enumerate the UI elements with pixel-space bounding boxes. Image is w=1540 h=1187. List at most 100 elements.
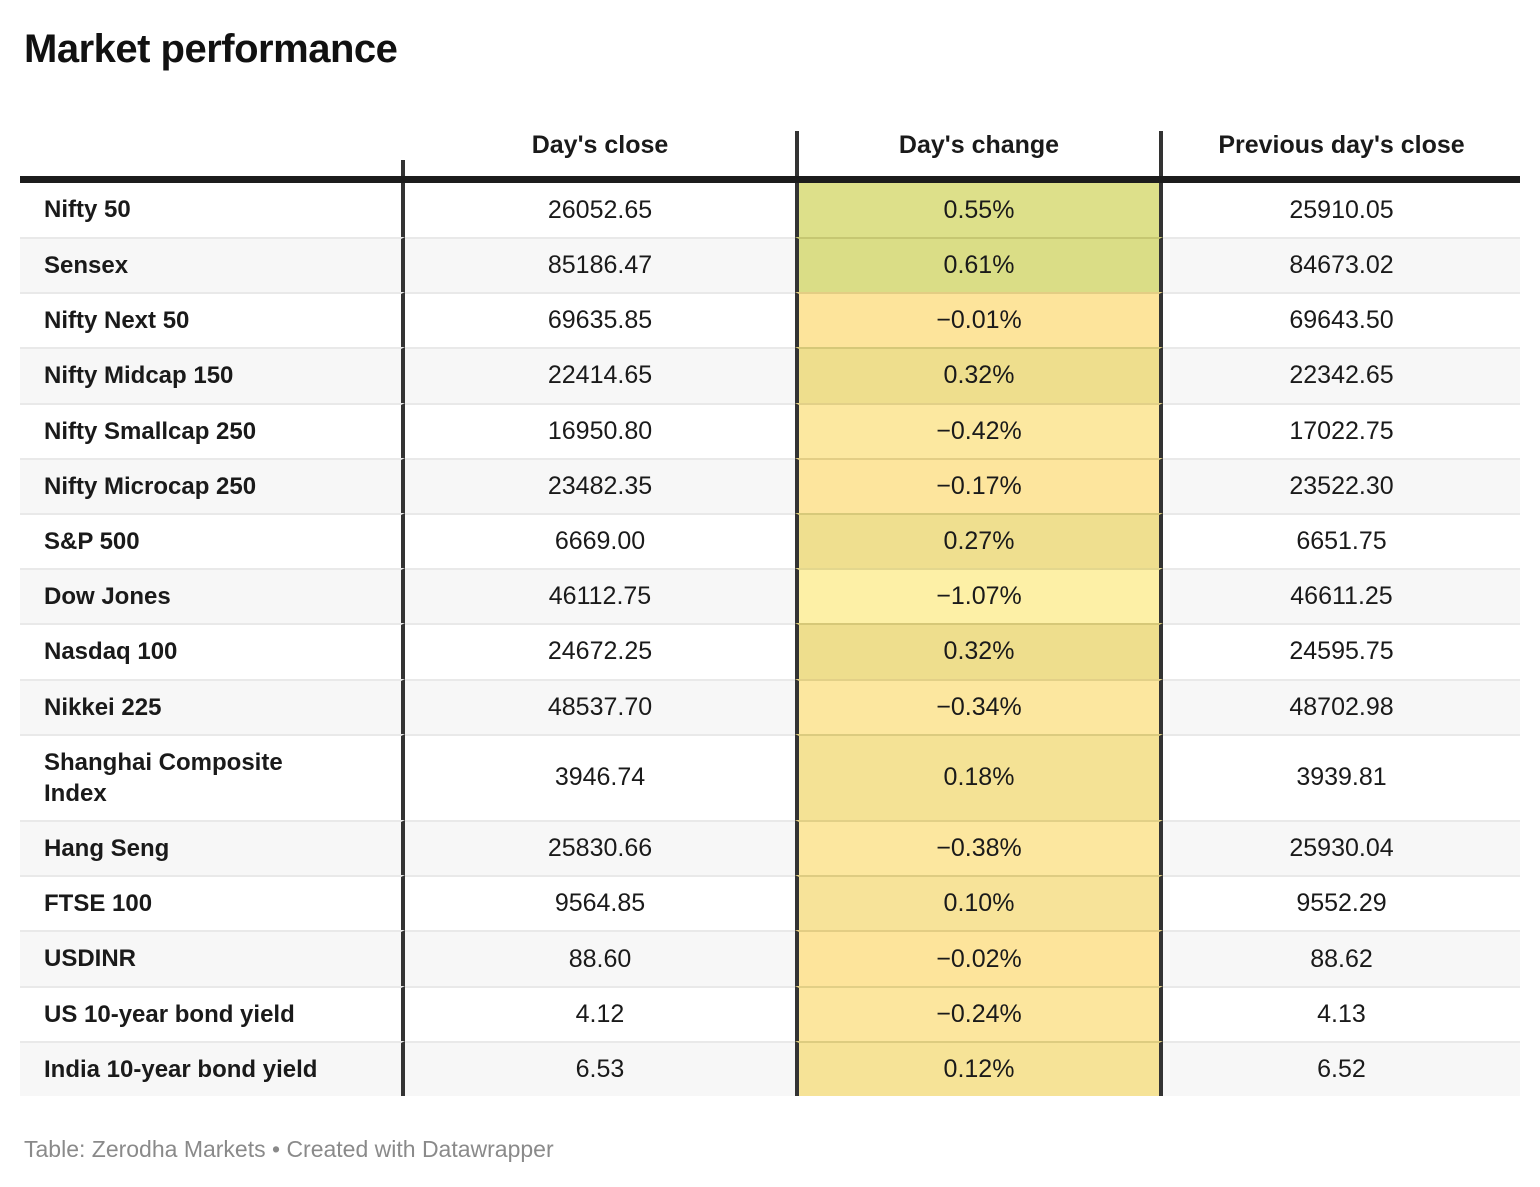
table-row: Nifty 50 26052.65 0.55% 25910.05 [20, 183, 1520, 237]
row-label-text: Nifty Midcap 150 [44, 362, 234, 390]
row-label: Nifty Smallcap 250 [20, 402, 405, 458]
table-row: Sensex 85186.47 0.61% 84673.02 [20, 237, 1520, 293]
days-change-cell: −0.42% [795, 402, 1163, 458]
days-change-cell: −0.17% [795, 457, 1163, 513]
previous-days-close-value: 48702.98 [1163, 678, 1520, 734]
days-change-cell: 0.27% [795, 512, 1163, 569]
previous-days-close-value: 3939.81 [1163, 733, 1520, 821]
row-label: Shanghai Composite Index [20, 733, 405, 821]
previous-days-close-value: 88.62 [1163, 930, 1520, 986]
row-label-text: S&P 500 [44, 527, 140, 555]
previous-days-close-value: 17022.75 [1163, 402, 1520, 458]
col-header-empty [20, 160, 405, 176]
previous-days-close-value: 6.52 [1163, 1040, 1520, 1096]
table-row: Nifty Midcap 150 22414.65 0.32% 22342.65 [20, 347, 1520, 403]
table-row: Hang Seng 25830.66 −0.38% 25930.04 [20, 820, 1520, 876]
previous-days-close-value: 84673.02 [1163, 237, 1520, 293]
table-row: S&P 500 6669.00 0.27% 6651.75 [20, 512, 1520, 569]
row-label-text: Nasdaq 100 [44, 638, 178, 666]
previous-days-close-value: 46611.25 [1163, 568, 1520, 624]
row-label-text: US 10-year bond yield [44, 1000, 295, 1028]
previous-days-close-value: 25930.04 [1163, 820, 1520, 876]
row-label: S&P 500 [20, 512, 405, 569]
row-label: US 10-year bond yield [20, 985, 405, 1041]
row-label: Nasdaq 100 [20, 623, 405, 679]
days-close-value: 23482.35 [405, 457, 795, 513]
col-header-days-change: Day's change [795, 131, 1163, 176]
row-label: FTSE 100 [20, 875, 405, 931]
days-change-cell: 0.10% [795, 875, 1163, 931]
previous-days-close-value: 23522.30 [1163, 457, 1520, 513]
previous-days-close-value: 25910.05 [1163, 183, 1520, 237]
days-close-value: 26052.65 [405, 183, 795, 237]
row-label-text: FTSE 100 [44, 890, 153, 918]
table-row: FTSE 100 9564.85 0.10% 9552.29 [20, 875, 1520, 931]
row-label: USDINR [20, 930, 405, 986]
table-row: Nifty Smallcap 250 16950.80 −0.42% 17022.75 [20, 402, 1520, 458]
row-label: Sensex [20, 237, 405, 293]
days-change-cell: 0.32% [795, 623, 1163, 679]
days-change-cell: −0.24% [795, 985, 1163, 1041]
days-close-value: 4.12 [405, 985, 795, 1041]
row-label: Nifty 50 [20, 183, 405, 237]
days-close-value: 6.53 [405, 1040, 795, 1096]
table-row: Nasdaq 100 24672.25 0.32% 24595.75 [20, 623, 1520, 679]
table-row: Nifty Next 50 69635.85 −0.01% 69643.50 [20, 292, 1520, 348]
previous-days-close-value: 22342.65 [1163, 347, 1520, 403]
table-row: Dow Jones 46112.75 −1.07% 46611.25 [20, 568, 1520, 624]
row-label-text: Nifty Smallcap 250 [44, 417, 257, 445]
days-close-value: 16950.80 [405, 402, 795, 458]
row-label-text: Nikkei 225 [44, 693, 162, 721]
previous-days-close-value: 6651.75 [1163, 512, 1520, 569]
days-close-value: 25830.66 [405, 820, 795, 876]
table-row: US 10-year bond yield 4.12 −0.24% 4.13 [20, 985, 1520, 1041]
days-close-value: 69635.85 [405, 292, 795, 348]
row-label-text: Nifty Next 50 [44, 307, 190, 335]
row-label: India 10-year bond yield [20, 1040, 405, 1096]
days-close-value: 6669.00 [405, 512, 795, 569]
days-close-value: 22414.65 [405, 347, 795, 403]
days-close-value: 46112.75 [405, 568, 795, 624]
col-header-previous-days-close: Previous day's close [1218, 131, 1465, 159]
days-change-cell: 0.61% [795, 237, 1163, 293]
days-change-cell: −0.01% [795, 292, 1163, 348]
row-label: Nifty Midcap 150 [20, 347, 405, 403]
table-row: Nifty Microcap 250 23482.35 −0.17% 23522.30 [20, 457, 1520, 513]
row-label-text: USDINR [44, 945, 137, 973]
days-change-cell: −0.38% [795, 820, 1163, 876]
table-header-row: Day's close Day's change Previous day's … [20, 72, 1520, 183]
table-row: USDINR 88.60 −0.02% 88.62 [20, 930, 1520, 986]
previous-days-close-value: 24595.75 [1163, 623, 1520, 679]
days-change-cell: 0.32% [795, 347, 1163, 403]
days-change-cell: −0.34% [795, 678, 1163, 734]
days-change-cell: 0.12% [795, 1040, 1163, 1096]
days-close-value: 48537.70 [405, 678, 795, 734]
footer-credit: Table: Zerodha Markets • Created with Da… [24, 1136, 554, 1162]
row-label-text: India 10-year bond yield [44, 1055, 318, 1083]
days-change-cell: 0.18% [795, 733, 1163, 821]
row-label: Hang Seng [20, 820, 405, 876]
row-label-text: Dow Jones [44, 583, 171, 611]
row-label-text: Shanghai Composite Index [44, 748, 283, 807]
days-change-cell: 0.55% [795, 183, 1163, 237]
table-row: Nikkei 225 48537.70 −0.34% 48702.98 [20, 678, 1520, 734]
previous-days-close-value: 69643.50 [1163, 292, 1520, 348]
days-close-value: 3946.74 [405, 733, 795, 821]
row-label-text: Hang Seng [44, 835, 170, 863]
col-header-days-close: Day's close [531, 131, 669, 159]
table-row: India 10-year bond yield 6.53 0.12% 6.52 [20, 1040, 1520, 1096]
row-label: Nifty Next 50 [20, 292, 405, 348]
table-row: Shanghai Composite Index 3946.74 0.18% 3939… [20, 733, 1520, 821]
previous-days-close-value: 9552.29 [1163, 875, 1520, 931]
previous-days-close-value: 4.13 [1163, 985, 1520, 1041]
days-change-cell: −0.02% [795, 930, 1163, 986]
days-close-value: 24672.25 [405, 623, 795, 679]
row-label: Dow Jones [20, 568, 405, 624]
market-performance-table: Day's close Day's change Previous day's … [20, 72, 1520, 1096]
days-close-value: 88.60 [405, 930, 795, 986]
row-label: Nifty Microcap 250 [20, 457, 405, 513]
row-label-text: Sensex [44, 252, 129, 279]
row-label-text: Nifty 50 [44, 196, 131, 224]
table-body: Nifty 50 26052.65 0.55% 25910.05 Sensex 85186… [20, 183, 1520, 1096]
page-title: Market performance [24, 27, 398, 71]
